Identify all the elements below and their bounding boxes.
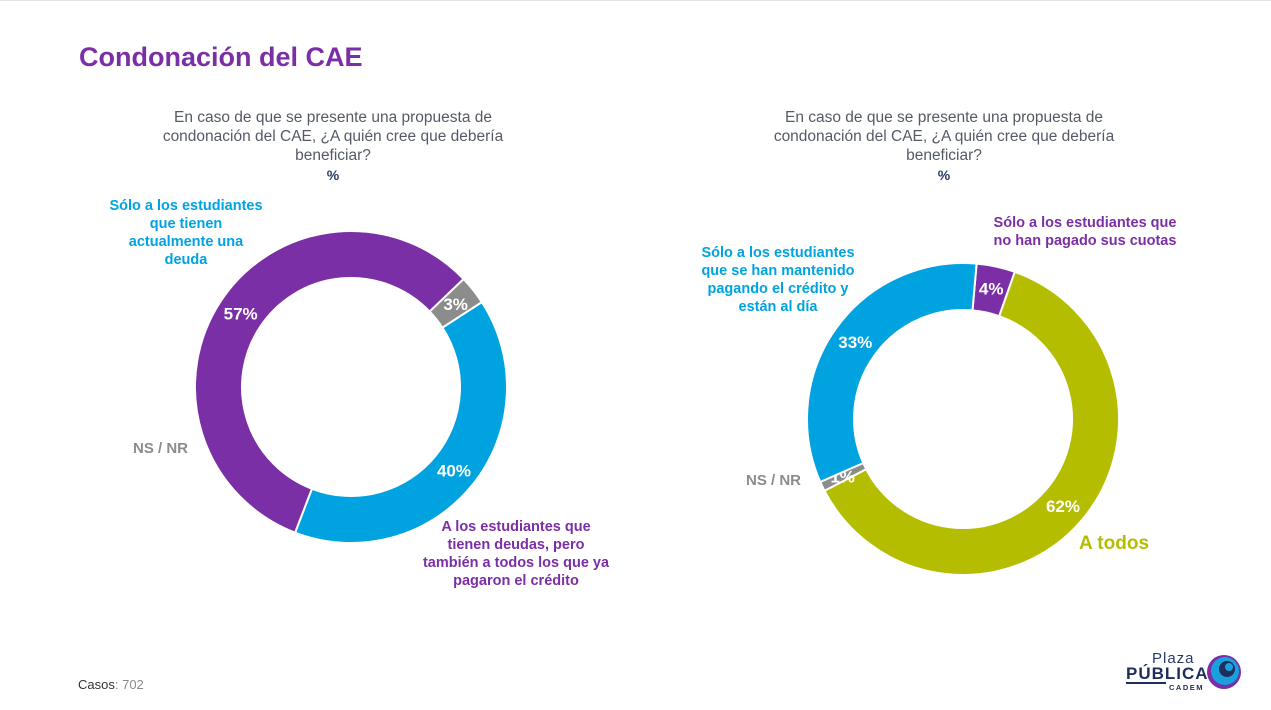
chart1-value-label-2: 3% [443, 295, 468, 314]
chart1-value-label-1: 57% [224, 305, 258, 324]
chart2-value-label-0: 4% [979, 280, 1004, 299]
chart1-label-slice-deuda: Sólo a los estudiantes que tienen actual… [109, 198, 263, 268]
chart1-question: En caso de que se presente una propuesta… [162, 109, 504, 164]
chart2-value-label-1: 62% [1046, 497, 1080, 516]
chart1-label-slice-todos: A los estudiantes que tienen deudas, per… [422, 519, 610, 589]
chart1-question-block: En caso de que se presente una propuesta… [133, 108, 533, 185]
chart1-value-label-0: 40% [437, 461, 471, 480]
chart1-slice-1 [194, 230, 466, 534]
chart2-unit: % [937, 167, 951, 183]
chart2-label-slice-a-todos: A todos [1079, 533, 1150, 554]
chart1-slice-0 [293, 300, 508, 544]
cases-value: : 702 [114, 677, 144, 692]
cases-note: Casos: 702 [78, 677, 144, 692]
chart1-unit: % [326, 167, 340, 183]
logo-text-plaza: Plaza [1152, 650, 1195, 667]
page-title: Condonación del CAE [79, 42, 363, 72]
plaza-publica-cadem-logo: Plaza PÚBLICA CADEM [1126, 650, 1246, 692]
chart2-value-label-3: 33% [838, 333, 872, 352]
cases-label: Casos [78, 677, 115, 692]
logo-swirl-icon [1207, 655, 1241, 689]
logo-underline [1126, 682, 1166, 684]
logo-text-cadem: CADEM [1169, 683, 1204, 692]
top-divider [0, 0, 1271, 1]
logo-text-publica: PÚBLICA [1126, 664, 1209, 683]
chart1-label-slice-nsnr: NS / NR [133, 440, 189, 457]
chart2-label-slice-al-dia: Sólo a los estudiantes que se han manten… [701, 245, 855, 315]
chart1-slice-2 [428, 277, 484, 330]
donut-chart-2: 4%62%1%33% [806, 262, 1120, 576]
chart2-slice-1 [823, 270, 1120, 576]
chart2-question-block: En caso de que se presente una propuesta… [744, 108, 1144, 185]
donut-chart-1: 40% 57% 3% [194, 230, 508, 544]
chart2-label-slice-no-pagado: Sólo a los estudiantes que no han pagado… [993, 215, 1177, 249]
chart2-slice-3 [806, 262, 978, 484]
chart2-label-slice-nsnr: NS / NR [746, 472, 802, 489]
chart2-question: En caso de que se presente una propuesta… [773, 109, 1115, 164]
